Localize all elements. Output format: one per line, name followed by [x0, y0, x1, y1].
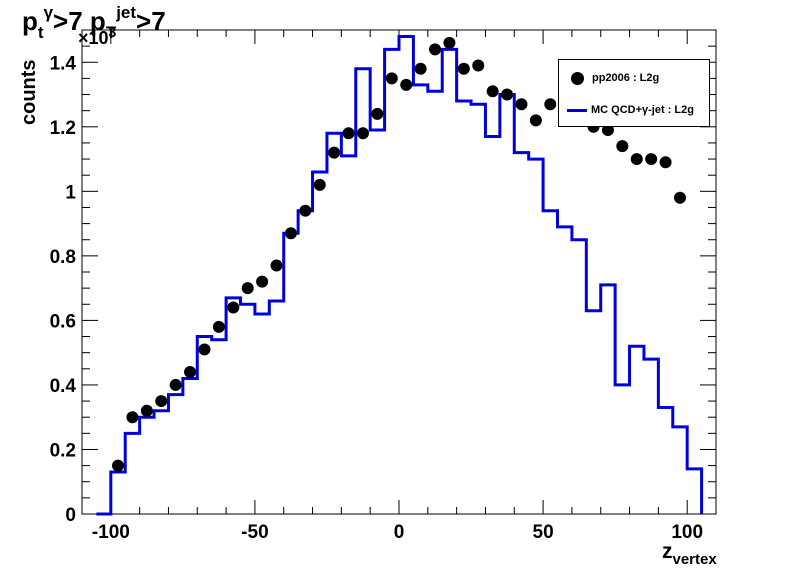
data-point: [400, 78, 413, 91]
data-point: [299, 204, 312, 217]
legend-line-mc: [567, 108, 587, 112]
chart-title: ptγ>7 pTjet>7: [22, 3, 166, 42]
x-axis-label-sub: vertex: [672, 551, 717, 568]
y-tick-label: 1: [65, 182, 76, 203]
data-point: [112, 459, 125, 472]
data-point: [155, 395, 168, 408]
data-point: [472, 59, 485, 72]
legend-entry-data: pp2006 : L2g: [567, 69, 659, 87]
data-point: [356, 127, 369, 140]
y-exponent-base: ×10: [78, 28, 109, 48]
data-point: [673, 191, 686, 204]
x-axis-label-main: z: [662, 540, 673, 563]
data-point: [457, 62, 470, 75]
x-tick-label: -100: [92, 522, 130, 543]
mc-step-line: [96, 34, 704, 516]
data-point: [284, 227, 297, 240]
data-point: [328, 146, 341, 159]
data-point: [601, 124, 614, 137]
x-tick-label: 0: [394, 522, 405, 543]
y-tick-label: 1.2: [50, 118, 76, 139]
y-tick-label: 0.6: [50, 311, 76, 332]
data-point: [241, 282, 254, 295]
y-exponent-power: 3: [108, 24, 117, 40]
y-tick-label: 1.4: [50, 53, 77, 74]
data-point: [313, 178, 326, 191]
title-t-sub2: T: [105, 23, 117, 42]
title-jet-sup: jet: [116, 3, 137, 22]
data-point: [184, 366, 197, 379]
data-point: [342, 127, 355, 140]
data-point: [486, 85, 499, 98]
data-point: [385, 72, 398, 85]
legend-label-mc: MC QCD+γ-jet : L2g: [591, 104, 694, 116]
y-axis-label: counts: [18, 59, 40, 125]
title-t-sub: t: [37, 23, 44, 42]
data-point: [616, 140, 629, 153]
data-point: [371, 107, 384, 120]
data-point: [630, 153, 643, 166]
x-tick-label: 100: [671, 522, 703, 543]
legend-entry-mc: MC QCD+γ-jet : L2g: [567, 101, 694, 119]
y-tick-label: 0.2: [50, 440, 76, 461]
data-point: [645, 153, 658, 166]
x-axis-label: zvertex: [662, 540, 717, 568]
title-gamma-sup: γ: [43, 3, 54, 22]
data-point: [126, 411, 139, 424]
x-tick-label: -50: [241, 522, 268, 543]
legend-marker-data: [571, 71, 584, 85]
data-point: [169, 378, 182, 391]
data-point: [443, 36, 456, 49]
data-point: [227, 301, 240, 314]
data-point: [140, 404, 153, 417]
data-point: [515, 98, 528, 111]
data-point: [659, 156, 672, 169]
data-point: [529, 114, 542, 127]
title-p2: p: [89, 6, 106, 36]
data-point: [256, 275, 269, 288]
data-point: [414, 62, 427, 75]
data-point: [212, 320, 225, 333]
data-point: [270, 259, 283, 272]
y-exponent: ×103: [78, 24, 116, 49]
y-tick-label: 0: [65, 505, 76, 526]
data-point: [198, 343, 211, 356]
legend-label-data: pp2006 : L2g: [592, 72, 660, 84]
legend: pp2006 : L2g MC QCD+γ-jet : L2g: [558, 59, 710, 127]
data-point: [501, 88, 514, 101]
y-tick-label: 0.4: [50, 376, 77, 397]
title-p: p: [22, 6, 38, 36]
x-tick-label: 50: [533, 522, 554, 543]
y-tick-label: 0.8: [50, 247, 76, 268]
data-point: [544, 98, 557, 111]
title-gt7-a: >7: [53, 6, 83, 36]
data-point: [429, 43, 442, 56]
title-gt7-b: >7: [136, 6, 166, 36]
